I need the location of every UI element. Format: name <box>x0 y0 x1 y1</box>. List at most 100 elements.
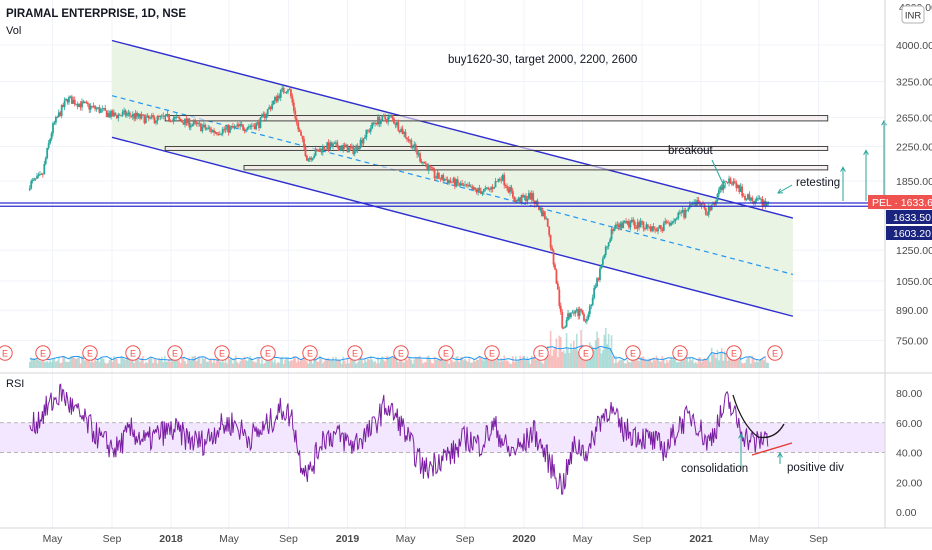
candle-body[interactable] <box>53 122 56 124</box>
candle-body[interactable] <box>185 118 188 124</box>
candle-body[interactable] <box>510 187 513 192</box>
candle-body[interactable] <box>757 198 759 200</box>
candle-body[interactable] <box>39 174 41 175</box>
candle-body[interactable] <box>467 184 469 186</box>
candle-body[interactable] <box>361 139 363 144</box>
candle-body[interactable] <box>243 129 246 131</box>
candle-body[interactable] <box>79 103 82 108</box>
candle-body[interactable] <box>345 144 347 147</box>
candle-body[interactable] <box>384 116 387 120</box>
candle-body[interactable] <box>214 132 217 134</box>
candle-body[interactable] <box>56 116 59 118</box>
candle-body[interactable] <box>113 112 115 117</box>
candle-body[interactable] <box>512 191 514 198</box>
candle-body[interactable] <box>127 112 130 114</box>
candle-body[interactable] <box>516 200 519 202</box>
candle-body[interactable] <box>255 123 258 130</box>
currency-badge[interactable] <box>901 5 925 24</box>
candle-body[interactable] <box>580 309 582 311</box>
candle-body[interactable] <box>527 193 530 199</box>
candle-body[interactable] <box>60 105 63 116</box>
candle-body[interactable] <box>628 220 630 228</box>
candle-body[interactable] <box>282 87 285 93</box>
candle-body[interactable] <box>694 202 697 206</box>
candle-body[interactable] <box>570 313 572 318</box>
earnings-event-marker[interactable] <box>167 345 183 361</box>
candle-body[interactable] <box>442 175 445 181</box>
candle-body[interactable] <box>426 164 429 171</box>
candle-body[interactable] <box>111 110 114 117</box>
candle-body[interactable] <box>718 189 720 195</box>
candle-body[interactable] <box>440 175 443 180</box>
candle-body[interactable] <box>451 181 453 183</box>
candle-body[interactable] <box>201 126 204 132</box>
candle-body[interactable] <box>655 230 658 232</box>
candle-body[interactable] <box>272 100 275 105</box>
earnings-event-marker[interactable] <box>625 345 641 361</box>
candle-body[interactable] <box>352 145 355 155</box>
candle-body[interactable] <box>249 126 252 128</box>
candle-body[interactable] <box>453 178 456 187</box>
candle-body[interactable] <box>613 228 616 231</box>
rsi-axis[interactable]: 0.00 20.00 40.00 60.00 80.00 <box>896 388 922 519</box>
candle-body[interactable] <box>417 153 420 155</box>
candle-body[interactable] <box>448 180 450 184</box>
candle-body[interactable] <box>52 123 54 134</box>
candle-body[interactable] <box>202 124 205 127</box>
candle-body[interactable] <box>94 105 96 109</box>
candle-body[interactable] <box>568 313 571 318</box>
candle-body[interactable] <box>348 147 350 153</box>
candle-body[interactable] <box>179 118 182 121</box>
candle-body[interactable] <box>369 128 372 132</box>
candle-body[interactable] <box>626 220 629 224</box>
candle-body[interactable] <box>542 211 545 217</box>
candle-body[interactable] <box>654 229 656 231</box>
candle-body[interactable] <box>638 222 641 228</box>
resistance-zone[interactable] <box>243 165 829 171</box>
candle-body[interactable] <box>356 145 359 150</box>
candle-body[interactable] <box>172 118 175 122</box>
earnings-event-marker[interactable] <box>302 345 318 361</box>
candle-body[interactable] <box>288 89 291 91</box>
candle-body[interactable] <box>197 122 199 124</box>
candle-body[interactable] <box>169 120 172 122</box>
candle-body[interactable] <box>198 122 201 124</box>
candle-body[interactable] <box>751 197 754 201</box>
channel-lower-line[interactable] <box>111 136 794 317</box>
candle-body[interactable] <box>461 183 464 186</box>
candle-body[interactable] <box>490 187 493 190</box>
candle-body[interactable] <box>266 109 269 115</box>
candle-body[interactable] <box>690 204 693 206</box>
candle-body[interactable] <box>736 184 739 189</box>
candle-body[interactable] <box>276 95 279 102</box>
candle-body[interactable] <box>652 226 655 230</box>
candle-body[interactable] <box>445 179 448 181</box>
candle-body[interactable] <box>488 188 491 190</box>
candle-body[interactable] <box>378 116 381 124</box>
candle-body[interactable] <box>662 223 665 231</box>
candle-body[interactable] <box>604 246 607 256</box>
earnings-event-marker[interactable] <box>726 345 742 361</box>
candle-body[interactable] <box>567 313 569 320</box>
candle-body[interactable] <box>546 218 549 227</box>
candle-body[interactable] <box>239 123 242 127</box>
candle-body[interactable] <box>514 200 517 202</box>
candle-body[interactable] <box>372 122 375 124</box>
candle-body[interactable] <box>749 197 752 201</box>
candle-body[interactable] <box>218 134 221 135</box>
candle-body[interactable] <box>484 188 487 190</box>
candle-body[interactable] <box>114 112 117 116</box>
candle-body[interactable] <box>704 208 707 215</box>
candle-body[interactable] <box>275 96 278 102</box>
candle-body[interactable] <box>137 113 140 117</box>
candle-body[interactable] <box>140 114 143 119</box>
level-tag-1[interactable] <box>886 210 932 224</box>
candle-body[interactable] <box>73 99 76 105</box>
candle-body[interactable] <box>390 115 392 117</box>
candle-body[interactable] <box>375 123 378 125</box>
candle-body[interactable] <box>675 218 678 220</box>
candle-body[interactable] <box>131 113 134 117</box>
candle-body[interactable] <box>223 129 226 130</box>
candle-body[interactable] <box>691 203 694 205</box>
candle-body[interactable] <box>387 116 390 123</box>
